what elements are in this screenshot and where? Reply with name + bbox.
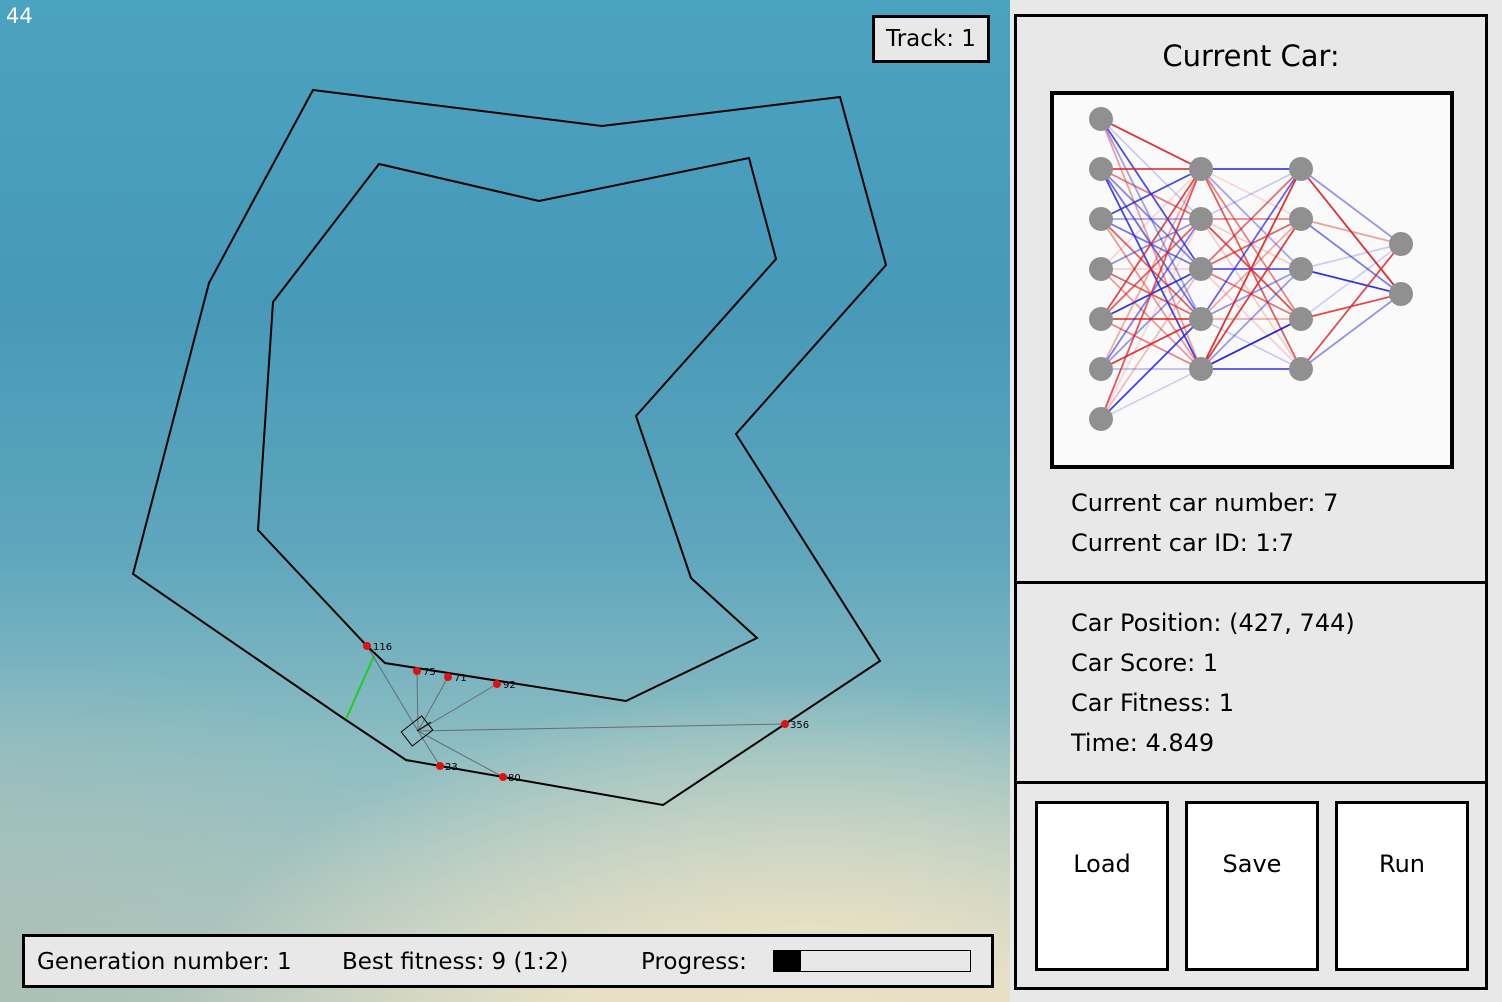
network-node bbox=[1289, 307, 1313, 331]
track-outer-boundary bbox=[131, 88, 888, 807]
generation-number: Generation number: 1 bbox=[37, 949, 292, 975]
sensor-hit-dot bbox=[436, 762, 444, 770]
sensor-distance-label: 116 bbox=[373, 642, 392, 653]
section-divider bbox=[1017, 781, 1485, 784]
network-connection bbox=[1100, 168, 1202, 220]
sensor-hit-dot bbox=[363, 642, 371, 650]
network-connection bbox=[1200, 218, 1302, 370]
network-connection bbox=[1200, 168, 1302, 370]
sensor-distance-label: 356 bbox=[790, 720, 809, 731]
load-button[interactable]: Load bbox=[1035, 801, 1169, 971]
car-fitness: Car Fitness: 1 bbox=[1071, 689, 1235, 717]
sensor-hit-dot bbox=[413, 667, 421, 675]
network-connection bbox=[1100, 218, 1202, 420]
current-car-id: Current car ID: 1:7 bbox=[1071, 529, 1295, 557]
network-connection bbox=[1100, 368, 1202, 420]
progress-label: Progress: bbox=[641, 949, 747, 975]
neural-network-graph bbox=[1089, 107, 1413, 431]
progress-bar-fill bbox=[774, 951, 802, 971]
sensor-hit-dot bbox=[499, 773, 507, 781]
network-connection bbox=[1200, 268, 1302, 370]
track-indicator: Track: 1 bbox=[872, 15, 990, 63]
network-connection bbox=[1200, 168, 1302, 270]
current-car-number: Current car number: 7 bbox=[1071, 489, 1339, 517]
sensor-distance-label: 75 bbox=[423, 667, 436, 678]
network-node bbox=[1389, 282, 1413, 306]
track-inner-boundary bbox=[256, 156, 778, 703]
network-connection bbox=[1300, 243, 1402, 270]
network-node bbox=[1289, 207, 1313, 231]
network-node bbox=[1189, 307, 1213, 331]
car-score: Car Score: 1 bbox=[1071, 649, 1219, 677]
checkpoint-line bbox=[345, 655, 375, 720]
side-panel: Current Car: Current car number: 7 Curre… bbox=[1014, 14, 1488, 990]
car bbox=[400, 715, 434, 747]
status-bar: Generation number: 1 Best fitness: 9 (1:… bbox=[22, 934, 994, 988]
network-connections bbox=[1100, 118, 1402, 420]
network-node bbox=[1089, 207, 1113, 231]
network-connection bbox=[1200, 168, 1302, 320]
sensor-distance-label: 23 bbox=[445, 762, 458, 773]
network-connection bbox=[1100, 268, 1202, 420]
save-button[interactable]: Save bbox=[1185, 801, 1319, 971]
sensor-distance-label: 92 bbox=[503, 680, 516, 691]
panel-title: Current Car: bbox=[1162, 39, 1340, 73]
sensor-rays bbox=[366, 645, 786, 778]
network-connection bbox=[1200, 168, 1302, 220]
network-node bbox=[1389, 232, 1413, 256]
run-button[interactable]: Run bbox=[1335, 801, 1469, 971]
network-connection bbox=[1300, 168, 1402, 295]
car-body bbox=[400, 715, 434, 747]
sensor-hits: 116 75 71 92 356 23 80 bbox=[363, 642, 809, 784]
network-node bbox=[1189, 157, 1213, 181]
network-connection bbox=[1100, 168, 1202, 270]
network-connection bbox=[1200, 318, 1302, 370]
race-track: 116 75 71 92 356 23 80 bbox=[131, 88, 888, 807]
network-connection bbox=[1100, 168, 1202, 270]
network-node bbox=[1189, 207, 1213, 231]
fps-counter: 44 bbox=[6, 4, 33, 28]
sensor-hit-dot bbox=[493, 680, 501, 688]
network-connection bbox=[1100, 218, 1202, 320]
network-connection bbox=[1300, 218, 1402, 245]
network-connection bbox=[1300, 243, 1402, 370]
network-node bbox=[1089, 157, 1113, 181]
network-node bbox=[1089, 307, 1113, 331]
network-connection bbox=[1300, 293, 1402, 370]
network-connection bbox=[1200, 268, 1302, 370]
network-connection bbox=[1100, 168, 1202, 420]
network-connection bbox=[1100, 168, 1202, 370]
network-connection bbox=[1100, 318, 1202, 420]
sensor-distance-label: 71 bbox=[454, 673, 467, 684]
simulation-canvas: 44 116 75 71 92 356 bbox=[0, 0, 1010, 1002]
network-node bbox=[1289, 157, 1313, 181]
network-node bbox=[1089, 257, 1113, 281]
sensor-distance-label: 80 bbox=[508, 773, 521, 784]
car-position: Car Position: (427, 744) bbox=[1071, 609, 1355, 637]
network-node bbox=[1089, 107, 1113, 131]
section-divider bbox=[1017, 581, 1485, 584]
neural-network-view bbox=[1050, 91, 1454, 469]
sensor-hit-dot bbox=[781, 720, 789, 728]
network-connection bbox=[1100, 268, 1202, 370]
network-node bbox=[1189, 257, 1213, 281]
progress-bar bbox=[773, 950, 971, 972]
network-connection bbox=[1300, 243, 1402, 320]
network-connection bbox=[1100, 318, 1202, 370]
network-connection bbox=[1300, 218, 1402, 295]
network-connection bbox=[1200, 168, 1302, 220]
network-node bbox=[1289, 257, 1313, 281]
sensor-hit-dot bbox=[444, 673, 452, 681]
network-node bbox=[1189, 357, 1213, 381]
network-connection bbox=[1100, 168, 1202, 320]
network-connection bbox=[1100, 118, 1202, 170]
network-node bbox=[1089, 357, 1113, 381]
network-node bbox=[1089, 407, 1113, 431]
network-connection bbox=[1300, 268, 1402, 295]
best-fitness: Best fitness: 9 (1:2) bbox=[342, 949, 569, 975]
elapsed-time: Time: 4.849 bbox=[1071, 729, 1215, 757]
network-connection bbox=[1300, 168, 1402, 245]
network-node bbox=[1289, 357, 1313, 381]
